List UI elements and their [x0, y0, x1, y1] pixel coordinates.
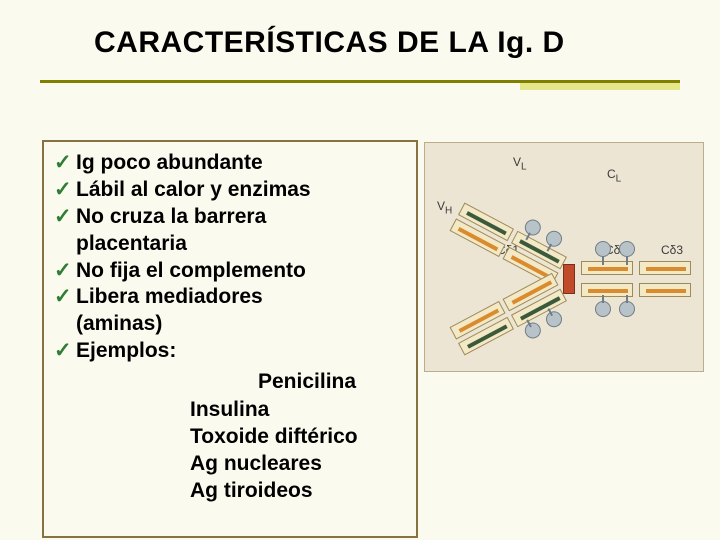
list-item-continuation: (aminas) [54, 311, 404, 338]
check-icon: ✓ [54, 338, 76, 365]
antibody-diagram: VL VH CL Cδ1 Cδ2 Cδ3 [424, 142, 704, 372]
list-item: ✓No fija el complemento [54, 258, 404, 285]
carbohydrate-lobe [619, 301, 635, 317]
heavy-domain [639, 283, 691, 297]
example-value: Toxoide diftérico [190, 424, 358, 451]
heavy-domain [639, 261, 691, 275]
label-cd3: Cδ3 [661, 243, 683, 257]
carbohydrate-lobe [595, 241, 611, 257]
bullet-text: No fija el complemento [76, 259, 306, 282]
check-icon: ✓ [54, 284, 76, 311]
page-title: CARACTERÍSTICAS DE LA Ig. D [94, 26, 565, 60]
title-underline [40, 80, 680, 83]
label-vh: VH [437, 199, 452, 216]
bullet-text: Ig poco abundante [76, 151, 263, 174]
carbohydrate-stick [602, 257, 604, 265]
list-item: ✓Libera mediadores [54, 284, 404, 311]
example-values: Insulina Toxoide diftérico Ag nucleares … [190, 370, 358, 505]
check-icon: ✓ [54, 150, 76, 177]
example-value: Ag tiroideos [190, 478, 358, 505]
bullet-text: Lábil al calor y enzimas [76, 178, 311, 201]
carbohydrate-lobe [595, 301, 611, 317]
check-icon: ✓ [54, 204, 76, 231]
bullet-list: ✓Ig poco abundante ✓Lábil al calor y enz… [54, 150, 404, 365]
bullet-text: (aminas) [76, 312, 162, 335]
examples-label: Ejemplos: [76, 339, 176, 362]
bullet-text: placentaria [76, 232, 187, 255]
carbohydrate-stick [626, 257, 628, 265]
carbohydrate-stick [602, 295, 604, 303]
label-cl: CL [607, 167, 621, 184]
check-icon: ✓ [54, 177, 76, 204]
example-value: Ag nucleares [190, 451, 358, 478]
bullet-text: Libera mediadores [76, 285, 263, 308]
list-item: ✓No cruza la barrera [54, 204, 404, 231]
list-item: ✓Ejemplos: [54, 338, 404, 365]
list-item: ✓Ig poco abundante [54, 150, 404, 177]
fab-arm-lower [448, 267, 573, 359]
check-icon: ✓ [54, 258, 76, 285]
list-item: ✓Lábil al calor y enzimas [54, 177, 404, 204]
carbohydrate-stick [626, 295, 628, 303]
list-item-continuation: placentaria [54, 231, 404, 258]
carbohydrate-lobe [619, 241, 635, 257]
label-vl: VL [513, 155, 527, 172]
example-value: Insulina [190, 397, 358, 424]
bullet-text: No cruza la barrera [76, 205, 266, 228]
